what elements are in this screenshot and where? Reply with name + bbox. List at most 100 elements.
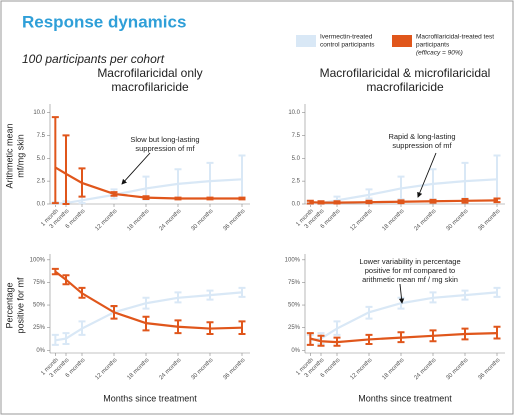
error-bar (206, 289, 214, 301)
error-bar (317, 200, 325, 205)
error-bar (461, 327, 469, 341)
annotation: arithmetic mean mf / mg skin (362, 275, 458, 284)
annotation: suppression of mf (135, 144, 195, 153)
error-bar (238, 320, 246, 335)
error-bar (429, 198, 437, 204)
error-bar (461, 289, 469, 301)
y-tick-label: 5.0 (37, 156, 46, 162)
panel-title: Macrofilaricidal only (97, 66, 202, 80)
error-bar (333, 336, 341, 347)
error-bar (333, 200, 341, 205)
y-axis-label: Arithmetic mean mf/mg skin (4, 123, 25, 188)
y-tick-label: 2.5 (37, 179, 46, 185)
subtitle: 100 participants per cohort (22, 52, 165, 66)
annotation: positive for mf compared to (365, 266, 455, 275)
annotation: Rapid & long-lasting (388, 132, 455, 141)
error-bar (78, 167, 86, 198)
error-bar (365, 188, 373, 200)
y-axis-label: Percentage positive for mf (4, 277, 25, 334)
legend-label: participants (416, 42, 450, 49)
error-bar (365, 199, 373, 205)
error-bar (51, 116, 59, 205)
error-bar (429, 291, 437, 304)
error-bar (78, 320, 86, 336)
y-tick-label: 25% (33, 325, 46, 331)
annotation-arrow (417, 152, 437, 198)
series-line (55, 291, 243, 342)
y-tick-label: 10.0 (33, 110, 45, 116)
series-line (54, 166, 242, 200)
error-bar (174, 196, 182, 201)
panel-title: macrofilaricide (366, 80, 444, 94)
y-axis-label-line: Arithmetic mean (4, 123, 14, 188)
error-bar (493, 286, 501, 298)
y-tick-label: 25% (288, 325, 301, 331)
error-bar (51, 267, 59, 276)
error-bar (78, 286, 86, 299)
legend-swatch (392, 35, 412, 47)
error-bar (461, 197, 469, 204)
y-tick-label: 0.0 (292, 202, 301, 208)
y-tick-label: 0% (36, 348, 45, 354)
y-axis-label-line: mf/mg skin (15, 134, 25, 178)
x-axis-label: Months since treatment (358, 393, 452, 403)
error-bar (306, 199, 314, 205)
y-tick-label: 75% (288, 280, 301, 286)
error-bar (206, 321, 214, 335)
series-line (310, 331, 498, 344)
error-bar (317, 334, 325, 347)
annotation: Lower variability in percentage (359, 257, 460, 266)
error-bar (397, 331, 405, 344)
error-bar (51, 333, 59, 346)
y-tick-label: 0.0 (37, 202, 46, 208)
y-axis-label-line: positive for mf (15, 277, 25, 334)
annotation-arrow (398, 283, 405, 304)
series-line (55, 178, 243, 205)
error-bar (174, 319, 182, 335)
error-bar (110, 304, 118, 320)
error-bar (429, 329, 437, 343)
error-bar (365, 333, 373, 345)
y-tick-label: 100% (285, 257, 301, 263)
title: Response dynamics (22, 12, 186, 31)
legend-swatch (296, 35, 316, 47)
x-axis-label: Months since treatment (103, 393, 197, 403)
y-tick-label: 50% (33, 303, 46, 309)
panel-title: macrofilaricide (111, 80, 189, 94)
y-tick-label: 7.5 (37, 133, 46, 139)
panel-title: Macrofilaricidal & microfilaricidal (320, 66, 491, 80)
error-bar (206, 196, 214, 201)
error-bar (110, 191, 118, 197)
annotation: suppression of mf (392, 141, 452, 150)
y-tick-label: 7.5 (292, 133, 301, 139)
legend-note: (efficacy = 90%) (416, 50, 463, 57)
y-tick-label: 100% (30, 257, 46, 263)
error-bar (397, 199, 405, 205)
legend-label: control participants (320, 42, 375, 49)
error-bar (62, 134, 70, 205)
y-tick-label: 10.0 (288, 110, 300, 116)
error-bar (174, 291, 182, 304)
error-bar (333, 320, 341, 336)
error-bar (493, 325, 501, 340)
y-tick-label: 2.5 (292, 179, 301, 185)
error-bar (62, 332, 70, 345)
error-bar (142, 195, 150, 200)
error-bar (365, 305, 373, 320)
legend-label: Macrofilaricidal-treated test (416, 34, 494, 41)
error-bar (142, 296, 150, 310)
error-bar (238, 286, 246, 298)
error-bar (238, 196, 246, 201)
y-tick-label: 50% (288, 303, 301, 309)
series-line (310, 291, 498, 342)
error-bar (493, 197, 501, 204)
error-bar (142, 315, 150, 332)
annotation-arrow (121, 152, 151, 185)
error-bar (62, 274, 70, 286)
annotation: Slow but long-lasting (130, 135, 199, 144)
y-axis-label-line: Percentage (4, 282, 14, 328)
series-line (54, 270, 243, 330)
error-bar (306, 332, 314, 346)
